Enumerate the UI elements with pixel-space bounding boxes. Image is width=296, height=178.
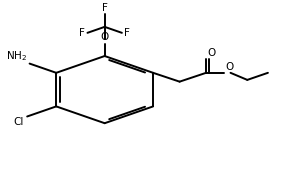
Text: O: O bbox=[207, 48, 216, 58]
Text: F: F bbox=[124, 28, 130, 38]
Text: Cl: Cl bbox=[14, 117, 24, 127]
Text: F: F bbox=[102, 2, 108, 12]
Text: O: O bbox=[101, 32, 109, 42]
Text: F: F bbox=[79, 28, 85, 38]
Text: O: O bbox=[225, 62, 234, 72]
Text: NH$_2$: NH$_2$ bbox=[6, 49, 27, 63]
